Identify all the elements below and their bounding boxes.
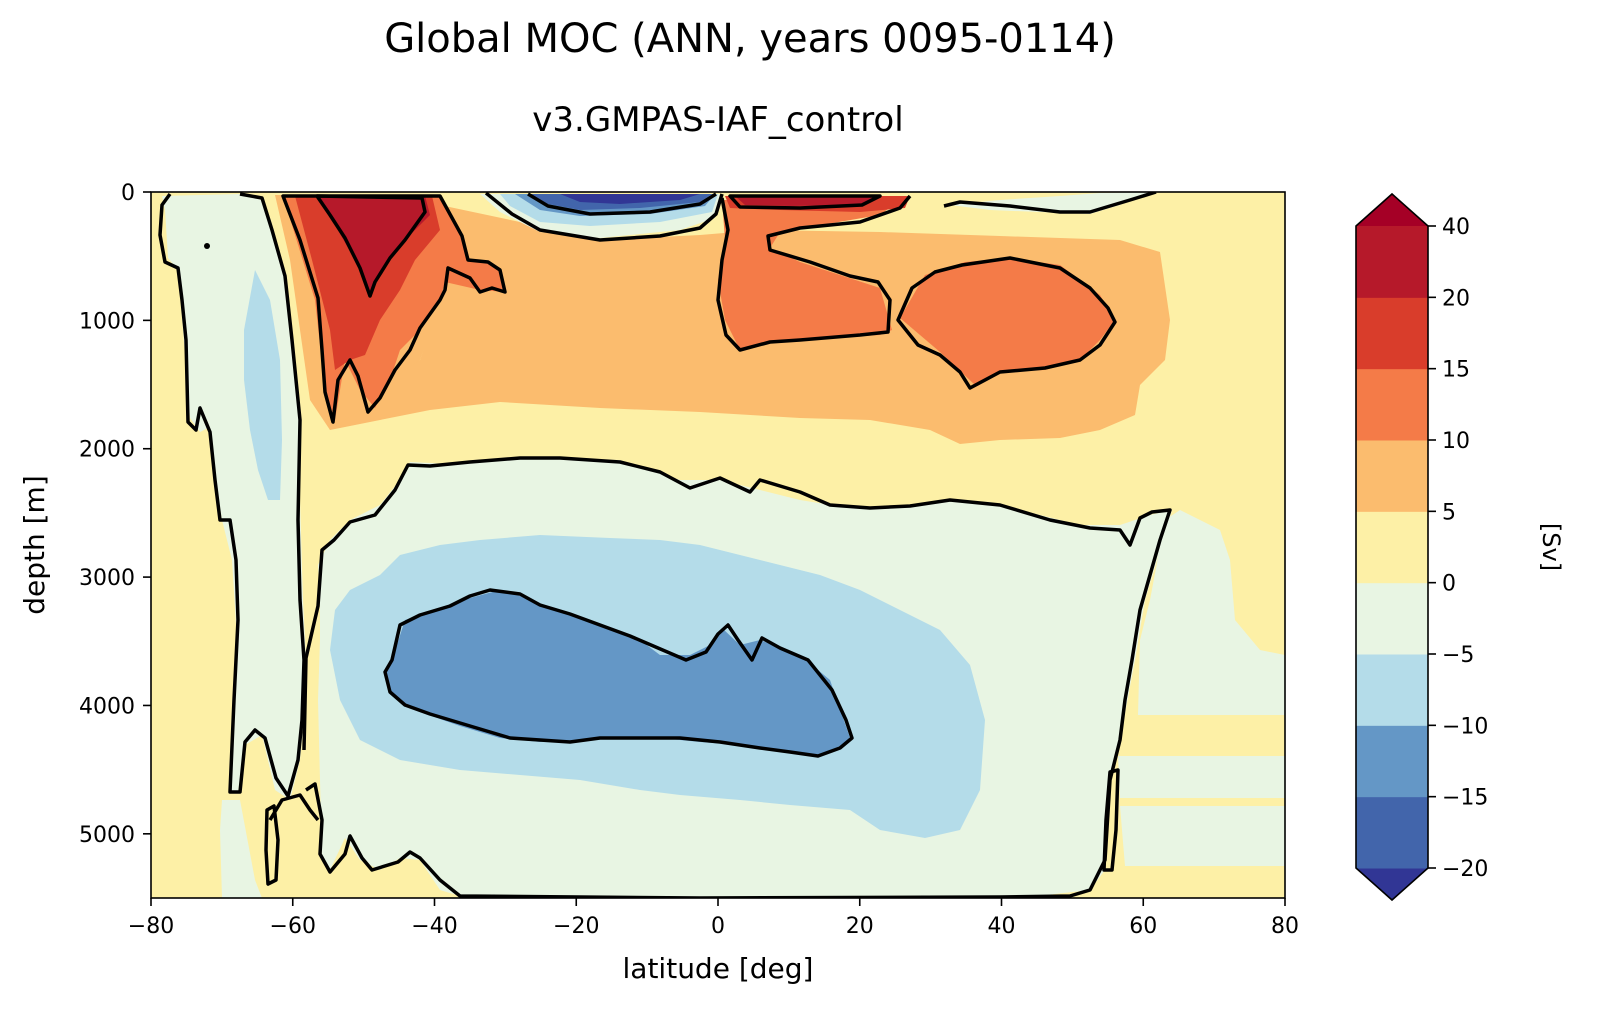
fill-nh-20-40 [735, 196, 880, 206]
x-tick-label: 80 [1271, 914, 1299, 939]
contour-fills [162, 192, 1285, 898]
colorbar-tick-label: 15 [1442, 358, 1470, 383]
contour-abyss-neg10 [383, 588, 854, 758]
fill-nh-right-0b [1118, 756, 1285, 798]
y-tick-label: 3000 [79, 566, 135, 591]
fill-nh-right-0 [1138, 510, 1285, 715]
colorbar-tick-label: 0 [1442, 572, 1456, 597]
fill-nh-10-15-a [718, 200, 900, 350]
contour-dot [204, 243, 210, 249]
colorbar-tick-label: 40 [1442, 215, 1470, 240]
colorbar-segment [1356, 226, 1428, 298]
y-tick-label: 4000 [79, 694, 135, 719]
fill-so-edge-neg [220, 800, 262, 898]
colorbar-segment [1356, 297, 1428, 370]
contour-abyss-0 [302, 456, 1172, 898]
fill-nh-10-15-b [900, 258, 1115, 385]
colorbar-segment [1356, 440, 1428, 512]
y-tick-label: 5000 [79, 823, 135, 848]
y-tick-label: 1000 [79, 309, 135, 334]
colorbar-tick-label: −15 [1442, 786, 1488, 811]
contour-nh-small [1102, 768, 1120, 872]
colorbar-tick-label: −20 [1442, 857, 1488, 882]
x-tick-label: 20 [846, 914, 874, 939]
colorbar-segment [1356, 654, 1428, 726]
colorbar-segment [1356, 368, 1428, 441]
colorbar-tick-label: −5 [1442, 643, 1474, 668]
colorbar-tick-label: 20 [1442, 286, 1470, 311]
colorbar-label: [Sv] [1537, 523, 1565, 571]
y-axis-label: depth [m] [18, 475, 51, 615]
x-tick-label: −40 [411, 914, 457, 939]
contour-nh-surface-0 [943, 192, 1157, 214]
chart-title: Global MOC (ANN, years 0095-0114) [384, 16, 1116, 62]
colorbar-segment [1356, 582, 1428, 655]
x-tick-label: −80 [128, 914, 174, 939]
x-tick-label: −20 [553, 914, 599, 939]
contour-so-0-outer [158, 192, 306, 798]
x-tick-label: 0 [711, 914, 725, 939]
colorbar-segment [1356, 725, 1428, 798]
contour-so-line [268, 793, 320, 822]
colorbar-segment [1356, 511, 1428, 584]
x-tick-label: 60 [1129, 914, 1157, 939]
contour-nh-10-b [896, 256, 1117, 390]
contour-eq-0 [484, 192, 724, 242]
colorbar-segment [1356, 796, 1428, 869]
colorbar-extend-under [1356, 868, 1428, 900]
colorbar: −20 −15 −10 −5 0 5 10 15 20 40 [1355, 192, 1488, 902]
colorbar-tick-label: 5 [1442, 500, 1456, 525]
plot-area: −80 −60 −40 −20 0 20 40 60 80 0 1000 2000 3000 4000 5… [18, 181, 1299, 985]
x-tick-label: 40 [988, 914, 1016, 939]
contour-eq-neg10 [527, 192, 717, 216]
contour-nh-10-a [716, 194, 912, 352]
colorbar-tick-label: −10 [1442, 714, 1488, 739]
colorbar-tick-label: 10 [1442, 429, 1470, 454]
y-tick-label: 0 [121, 181, 135, 206]
contour-lines [158, 192, 1172, 898]
x-tick-label: −60 [270, 914, 316, 939]
colorbar-extend-over [1356, 194, 1428, 226]
contour-sh-20 [315, 194, 427, 298]
x-axis-label: latitude [deg] [623, 952, 814, 985]
fill-eq-neg-20 [560, 194, 700, 204]
y-tick-label: 2000 [79, 438, 135, 463]
x-axis: −80 −60 −40 −20 0 20 40 60 80 [128, 898, 1299, 939]
contour-so-small-a [264, 804, 280, 886]
chart-subtitle: v3.GMPAS-IAF_control [532, 100, 904, 140]
fill-nh-right-0c [1120, 806, 1285, 866]
contour-sh-10 [281, 194, 507, 424]
y-axis: 0 1000 2000 3000 4000 5000 [79, 181, 151, 848]
fill-sh-20-40 [315, 196, 430, 295]
contour-nh-20 [728, 194, 882, 210]
fill-so-neg-5 [244, 270, 282, 500]
fill-abyss-10 [385, 590, 850, 757]
